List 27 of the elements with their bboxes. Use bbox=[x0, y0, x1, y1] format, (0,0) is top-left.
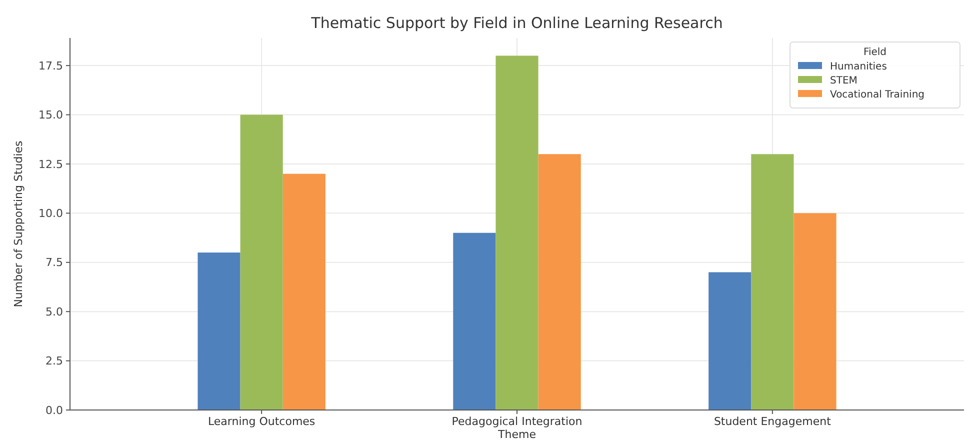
legend-title: Field bbox=[863, 47, 887, 58]
y-tick-label: 2.5 bbox=[46, 354, 63, 368]
y-tick-label: 10.0 bbox=[38, 207, 63, 220]
y-tick-label: 7.5 bbox=[46, 256, 63, 270]
chart-title: Thematic Support by Field in Online Learning Research bbox=[310, 14, 723, 32]
y-tick-label: 0.0 bbox=[46, 404, 63, 417]
bar bbox=[282, 174, 326, 410]
legend-label: STEM bbox=[830, 76, 858, 86]
y-tick-label: 12.5 bbox=[38, 158, 63, 171]
y-tick-label: 15.0 bbox=[38, 108, 63, 122]
bar bbox=[751, 154, 794, 410]
x-tick-label: Learning Outcomes bbox=[208, 415, 316, 428]
x-tick-label: Pedagogical Integration bbox=[452, 415, 582, 428]
y-axis-title: Number of Supporting Studies bbox=[12, 140, 25, 308]
bar bbox=[496, 56, 538, 410]
bar bbox=[453, 232, 496, 410]
legend-label: Vocational Training bbox=[830, 90, 925, 100]
y-tick-label: 17.5 bbox=[38, 59, 63, 72]
x-axis-title: Theme bbox=[497, 428, 536, 441]
bar bbox=[538, 154, 581, 410]
bar bbox=[794, 213, 836, 410]
bar bbox=[240, 114, 283, 410]
legend-label: Humanities bbox=[830, 62, 887, 72]
x-tick-label: Student Engagement bbox=[714, 415, 832, 428]
bar bbox=[198, 252, 240, 410]
y-tick-label: 5.0 bbox=[46, 305, 63, 318]
bar bbox=[708, 272, 752, 410]
